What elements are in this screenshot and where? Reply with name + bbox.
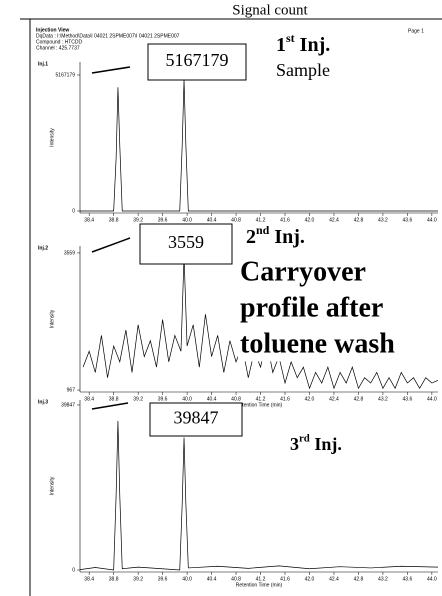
x-tick-label: 42.0 — [305, 576, 315, 582]
injection-label: 2nd Inj. — [246, 223, 305, 248]
trace — [79, 420, 439, 571]
leader-line — [91, 237, 131, 253]
x-tick-label: 44.0 — [427, 576, 437, 582]
x-tick-label: 42.8 — [354, 396, 364, 402]
inj-suffix: nd — [256, 223, 270, 237]
x-tick-label: 44.0 — [427, 217, 437, 223]
panel-label: Inj.1 — [38, 61, 48, 67]
x-tick-label: 42.8 — [354, 576, 364, 582]
x-axis-label: Retention Time (min) — [236, 402, 283, 408]
y-axis-label: Intensity — [49, 128, 55, 147]
panel-label: Inj.2 — [38, 245, 48, 251]
x-tick-label: 42.4 — [329, 217, 339, 223]
callout-box — [147, 43, 247, 81]
y-tick-label: 0 — [72, 567, 75, 573]
x-tick-label: 41.6 — [280, 576, 290, 582]
y-tick-label: 967 — [67, 387, 76, 393]
x-tick-label: 39.6 — [158, 217, 168, 223]
x-tick-label: 39.6 — [158, 396, 168, 402]
inj-suffix: st — [286, 31, 295, 45]
note: profile after — [240, 292, 383, 323]
x-tick-label: 38.4 — [84, 576, 94, 582]
x-tick-label: 39.2 — [133, 396, 143, 402]
x-tick-label: 38.4 — [84, 217, 94, 223]
x-tick-label: 41.2 — [256, 576, 266, 582]
callout-value: 5167179 — [166, 50, 229, 70]
x-tick-label: 40.8 — [231, 217, 241, 223]
y-tick-label: 3559 — [64, 250, 75, 256]
x-tick-label: 38.8 — [109, 217, 119, 223]
x-tick-label: 43.6 — [403, 576, 413, 582]
x-tick-label: 41.2 — [256, 396, 266, 402]
x-tick-label: 43.2 — [378, 217, 388, 223]
panel-label: Inj.3 — [38, 399, 48, 405]
inj-suffix: rd — [299, 433, 310, 445]
header-view: Injection View — [36, 27, 69, 33]
inj-word: Inj. — [310, 434, 342, 454]
inj-word: Inj. — [295, 34, 331, 56]
x-tick-label: 39.6 — [158, 576, 168, 582]
trace — [80, 79, 438, 212]
x-tick-label: 40.4 — [207, 217, 217, 223]
x-tick-label: 43.6 — [403, 396, 413, 402]
title: Signal count — [232, 2, 308, 18]
x-tick-label: 42.4 — [329, 396, 339, 402]
x-tick-label: 40.4 — [207, 576, 217, 582]
y-axis-label: Intensity — [49, 309, 55, 328]
callout-box — [149, 402, 243, 437]
inj-word: Inj. — [269, 226, 305, 248]
x-tick-label: 40.0 — [182, 396, 192, 402]
note-backdrop — [238, 258, 374, 290]
y-tick-label: 0 — [72, 208, 75, 214]
y-tick-label: 39847 — [61, 402, 75, 408]
x-tick-label: 40.0 — [182, 576, 192, 582]
x-tick-label: 40.4 — [207, 396, 217, 402]
x-tick-label: 40.0 — [182, 217, 192, 223]
x-tick-label: 43.2 — [378, 576, 388, 582]
x-tick-label: 41.6 — [280, 217, 290, 223]
callout-value: 3559 — [168, 232, 204, 252]
header-compound: Compound : HTCDD — [36, 39, 83, 45]
x-tick-label: 40.8 — [231, 396, 241, 402]
note: toluene wash — [240, 328, 395, 359]
injection-label: 1st Inj. — [276, 31, 330, 56]
note: Sample — [276, 60, 330, 80]
header-page: Page 1 — [408, 28, 424, 34]
inj-number: 3 — [290, 434, 299, 454]
injection-label: 3rd Inj. — [290, 433, 342, 454]
x-tick-label: 38.8 — [109, 576, 119, 582]
x-tick-label: 38.4 — [84, 396, 94, 402]
x-tick-label: 42.8 — [354, 217, 364, 223]
x-tick-label: 38.8 — [109, 396, 119, 402]
header-file: DqData : I:\Method\Data\I 04021 2SPME007… — [36, 33, 180, 39]
leader-line — [91, 66, 131, 74]
x-tick-label: 41.2 — [256, 217, 266, 223]
x-tick-label: 44.0 — [427, 396, 437, 402]
x-tick-label: 41.6 — [280, 396, 290, 402]
y-axis-label: Intensity — [49, 476, 55, 495]
callout-box — [139, 223, 233, 265]
note: Carryover — [240, 256, 366, 287]
x-tick-label: 43.6 — [403, 217, 413, 223]
x-tick-label: 42.4 — [329, 576, 339, 582]
x-tick-label: 42.0 — [305, 396, 315, 402]
note-backdrop — [274, 62, 335, 82]
y-tick-label: 5167179 — [56, 72, 76, 78]
header-channel: Channel : 425.7737 — [36, 45, 80, 51]
x-tick-label: 42.0 — [305, 217, 315, 223]
leader-line — [91, 402, 129, 410]
note-backdrop — [238, 330, 417, 362]
inj-number: 2 — [246, 226, 256, 248]
inj-number: 1 — [276, 34, 286, 56]
callout-value: 39847 — [174, 408, 219, 428]
x-tick-label: 40.8 — [231, 576, 241, 582]
x-tick-label: 43.2 — [378, 396, 388, 402]
x-axis-label: Retention Time (min) — [236, 582, 283, 588]
note-backdrop — [238, 294, 432, 326]
x-tick-label: 39.2 — [133, 576, 143, 582]
x-tick-label: 39.2 — [133, 217, 143, 223]
